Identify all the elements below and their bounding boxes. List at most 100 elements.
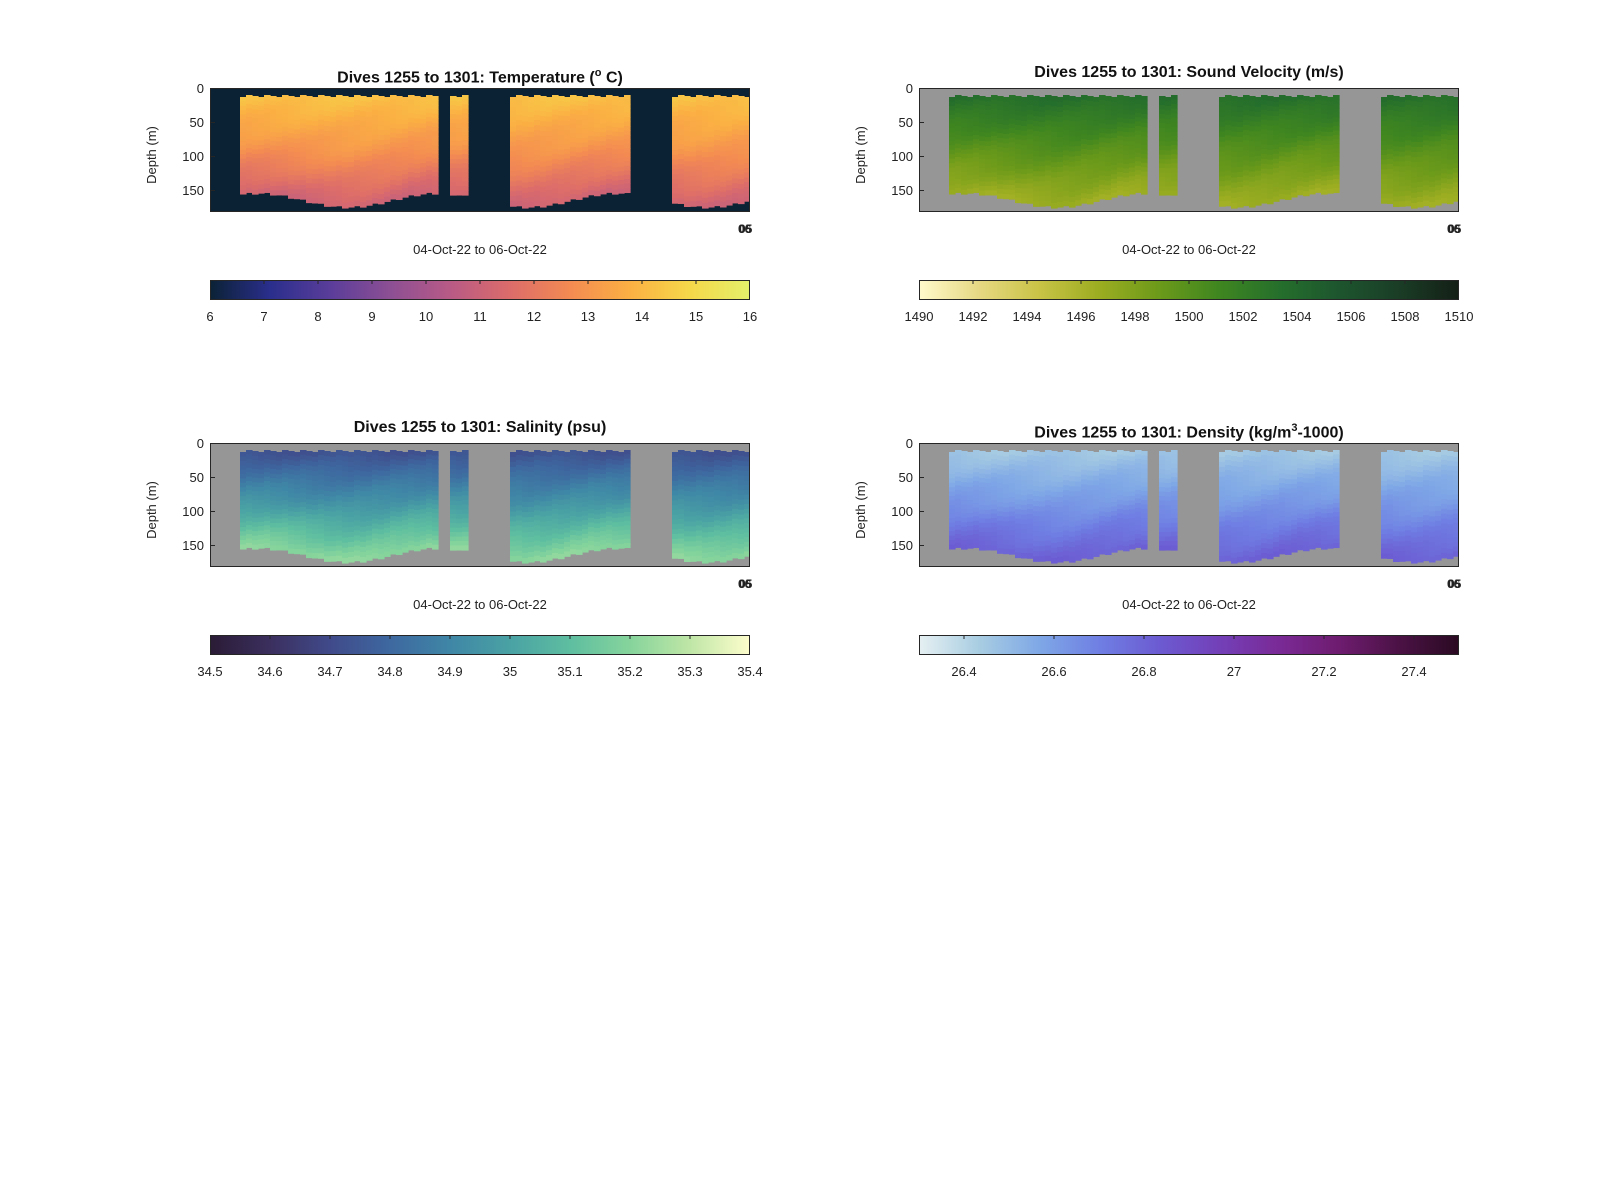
heatmap-cell bbox=[967, 184, 974, 190]
heatmap-cell bbox=[390, 454, 397, 461]
heatmap-cell bbox=[1027, 178, 1034, 185]
heatmap-cell bbox=[324, 196, 331, 202]
heatmap-cell bbox=[1099, 170, 1106, 176]
heatmap-cell bbox=[312, 178, 319, 185]
heatmap-cell bbox=[450, 545, 457, 551]
heatmap-cell bbox=[991, 454, 998, 460]
salinity-heatmap bbox=[210, 443, 750, 567]
heatmap-cell bbox=[678, 484, 685, 491]
heatmap-cell bbox=[246, 450, 253, 456]
heatmap-cell bbox=[732, 548, 739, 554]
heatmap-cell bbox=[462, 509, 469, 515]
heatmap-cell bbox=[246, 112, 253, 118]
heatmap-cell bbox=[1021, 140, 1028, 146]
heatmap-cell bbox=[949, 145, 956, 151]
heatmap-cell bbox=[612, 100, 619, 106]
heatmap-cell bbox=[372, 95, 379, 101]
heatmap-cell bbox=[588, 495, 595, 501]
heatmap-cell bbox=[306, 504, 313, 510]
heatmap-cell bbox=[672, 456, 679, 463]
heatmap-cell bbox=[270, 136, 277, 142]
heatmap-cell bbox=[1027, 474, 1034, 481]
heatmap-cell bbox=[294, 110, 301, 117]
heatmap-cell bbox=[540, 141, 547, 148]
heatmap-cell bbox=[1297, 181, 1304, 187]
heatmap-cell bbox=[546, 535, 553, 542]
heatmap-cell bbox=[372, 543, 379, 549]
heatmap-cell bbox=[324, 456, 331, 462]
heatmap-cell bbox=[450, 145, 457, 151]
heatmap-cell bbox=[1249, 191, 1256, 198]
heatmap-cell bbox=[420, 189, 427, 195]
heatmap-cell bbox=[702, 547, 709, 554]
heatmap-cell bbox=[1051, 106, 1058, 112]
heatmap-cell bbox=[1069, 176, 1076, 183]
heatmap-cell bbox=[1117, 153, 1124, 160]
heatmap-cell bbox=[1303, 168, 1310, 174]
heatmap-cell bbox=[528, 186, 535, 193]
heatmap-cell bbox=[336, 185, 343, 192]
heatmap-cell bbox=[312, 193, 319, 199]
heatmap-cell bbox=[552, 129, 559, 135]
heatmap-cell bbox=[1165, 105, 1172, 111]
heatmap-cell bbox=[1021, 480, 1028, 487]
heatmap-cell bbox=[360, 116, 367, 122]
heatmap-cell bbox=[450, 523, 457, 529]
heatmap-cell bbox=[1315, 134, 1322, 140]
heatmap-cell bbox=[1129, 101, 1136, 107]
heatmap-cell bbox=[702, 146, 709, 153]
heatmap-cell bbox=[1255, 195, 1262, 201]
heatmap-cell bbox=[1399, 176, 1406, 182]
heatmap-cell bbox=[528, 546, 535, 553]
heatmap-cell bbox=[366, 555, 373, 561]
heatmap-cell bbox=[744, 130, 750, 136]
heatmap-cell bbox=[528, 516, 535, 523]
heatmap-cell bbox=[1441, 158, 1448, 165]
heatmap-cell bbox=[324, 501, 331, 507]
heatmap-cell bbox=[1021, 145, 1028, 151]
heatmap-cell bbox=[318, 523, 325, 530]
heatmap-cell bbox=[306, 455, 313, 462]
heatmap-cell bbox=[528, 111, 535, 118]
heatmap-cell bbox=[1273, 182, 1280, 188]
heatmap-cell bbox=[342, 162, 349, 168]
heatmap-cell bbox=[528, 466, 535, 473]
heatmap-cell bbox=[1279, 151, 1286, 157]
heatmap-cell bbox=[510, 456, 517, 463]
heatmap-cell bbox=[1411, 182, 1418, 189]
heatmap-cell bbox=[396, 465, 403, 471]
heatmap-cell bbox=[1435, 116, 1442, 123]
heatmap-cell bbox=[522, 557, 529, 564]
heatmap-cell bbox=[1111, 133, 1118, 139]
heatmap-cell bbox=[991, 176, 998, 182]
heatmap-cell bbox=[354, 460, 361, 466]
heatmap-cell bbox=[672, 111, 679, 117]
heatmap-cell bbox=[997, 156, 1004, 162]
colorbar-tick-label: 6 bbox=[206, 309, 214, 324]
heatmap-cell bbox=[594, 163, 601, 170]
heatmap-cell bbox=[1027, 538, 1034, 545]
heatmap-cell bbox=[997, 529, 1004, 536]
heatmap-cell bbox=[312, 140, 319, 146]
heatmap-cell bbox=[366, 545, 373, 551]
heatmap-cell bbox=[306, 183, 313, 189]
heatmap-cell bbox=[456, 168, 463, 174]
heatmap-cell bbox=[985, 469, 992, 475]
heatmap-cell bbox=[1423, 140, 1430, 146]
heatmap-cell bbox=[732, 538, 739, 544]
heatmap-cell bbox=[402, 151, 409, 157]
heatmap-cell bbox=[696, 540, 703, 547]
heatmap-cell bbox=[270, 96, 277, 102]
heatmap-cell bbox=[1021, 548, 1028, 554]
heatmap-cell bbox=[264, 529, 271, 535]
heatmap-cell bbox=[1039, 166, 1046, 172]
heatmap-cell bbox=[402, 101, 409, 107]
heatmap-cell bbox=[306, 465, 313, 471]
heatmap-cell bbox=[366, 496, 373, 502]
heatmap-cell bbox=[979, 100, 986, 106]
heatmap-cell bbox=[354, 490, 361, 496]
heatmap-cell bbox=[1159, 181, 1166, 187]
heatmap-cell bbox=[366, 456, 373, 463]
heatmap-cell bbox=[1291, 187, 1298, 193]
heatmap-cell bbox=[1303, 172, 1310, 179]
